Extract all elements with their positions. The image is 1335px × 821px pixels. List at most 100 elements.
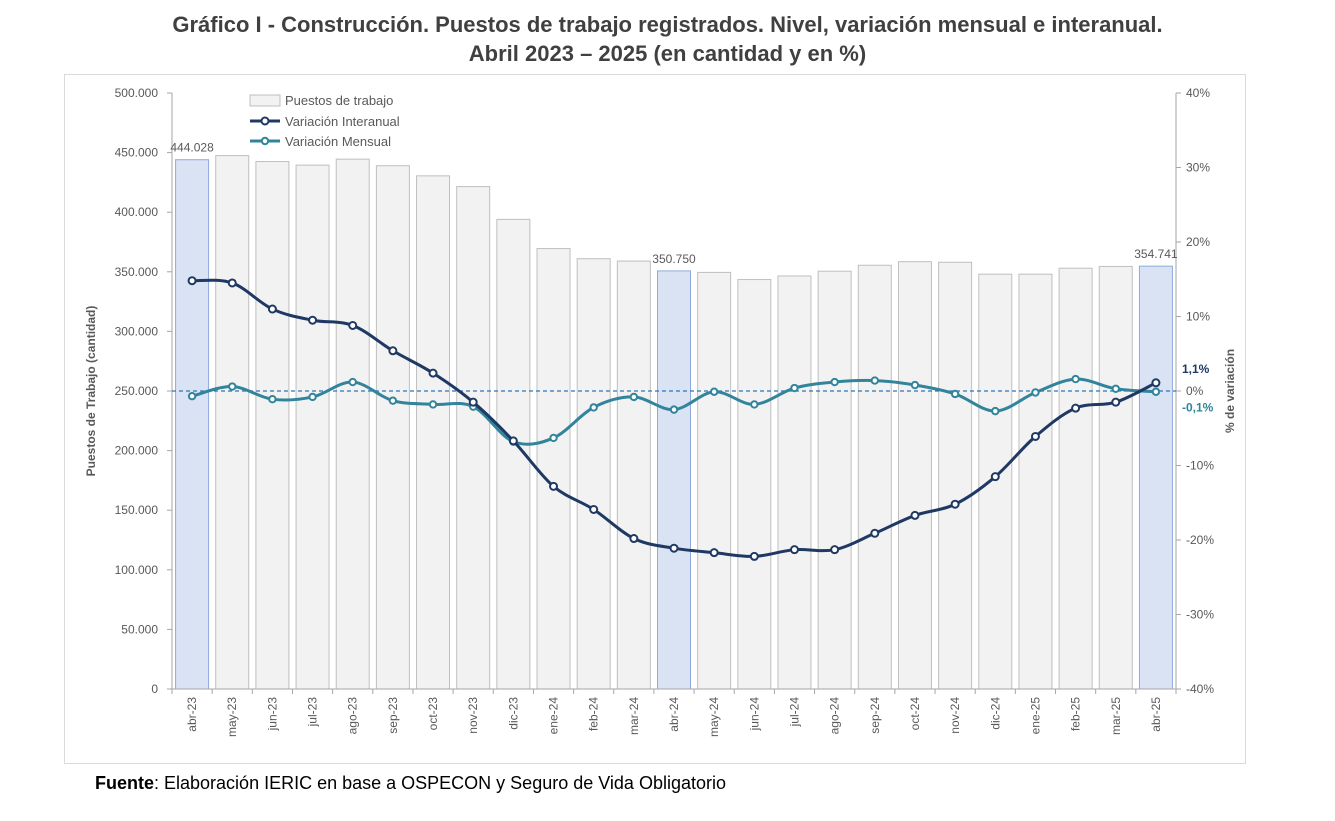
variacion-interanual-point-jul-24: [789, 545, 799, 555]
variacion-interanual-point-may-24: [709, 548, 719, 558]
legend-interanual-label: Variación Interanual: [285, 114, 400, 129]
variacion-mensual-point-abr-25: [1151, 387, 1161, 396]
legend-bar-label: Puestos de trabajo: [285, 93, 393, 108]
variacion-mensual-point-mar-24: [629, 392, 639, 402]
variacion-interanual-point-abr-23: [187, 276, 197, 286]
x-tick-label: abr-24: [667, 697, 681, 732]
chart-title-line1: Gráfico I - Construcción. Puestos de tra…: [172, 12, 1163, 37]
variacion-mensual-point-abr-24: [669, 405, 679, 414]
variacion-mensual-point-jul-23: [308, 392, 317, 402]
variacion-interanual-point-dic-24: [990, 472, 1000, 482]
variacion-interanual-point-mar-24: [629, 534, 639, 544]
variacion-interanual-point-sep-24: [870, 528, 880, 538]
variacion-mensual-point-mar-25: [1111, 384, 1120, 393]
variacion-interanual-point-mar-25: [1111, 397, 1121, 407]
y-right-axis-title: % de variación: [1223, 349, 1237, 433]
x-tick-label: may-24: [707, 697, 721, 737]
legend-mensual-marker: [260, 136, 270, 146]
variacion-interanual-point-nov-24: [950, 499, 960, 509]
variacion-interanual-point-ago-23: [348, 320, 358, 330]
x-tick-label: jul-23: [306, 697, 320, 728]
legend-interanual-marker: [260, 116, 270, 126]
legend-bar-swatch: [249, 94, 281, 107]
y-left-tick-label: 100.000: [115, 563, 159, 577]
bar-may-23: [215, 155, 250, 690]
variacion-interanual-point-ago-24: [830, 545, 840, 555]
source-label: Fuente: [95, 773, 155, 793]
bar-nov-24: [938, 261, 973, 690]
y-right-tick-label: 40%: [1186, 86, 1210, 100]
end-label-mensual: -0,1%: [1182, 401, 1214, 415]
bar-oct-23: [416, 175, 451, 690]
variacion-interanual-point-oct-23: [428, 368, 438, 378]
variacion-mensual-point-jun-23: [268, 394, 277, 404]
bar-jul-24: [777, 275, 812, 690]
bar-dic-24: [978, 273, 1013, 690]
variacion-interanual-point-may-23: [227, 278, 237, 288]
variacion-mensual-point-oct-24: [910, 380, 920, 390]
variacion-mensual-point-ago-24: [830, 377, 839, 387]
chart-frame: [64, 74, 1246, 764]
legend-mensual-label: Variación Mensual: [285, 134, 391, 149]
bar-value-label: 444.028: [170, 141, 214, 155]
x-tick-label: nov-23: [466, 697, 480, 734]
variacion-mensual-point-sep-24: [870, 376, 879, 385]
y-left-tick-label: 200.000: [115, 444, 159, 458]
bar-value-label: 354.741: [1134, 247, 1178, 261]
variacion-interanual-point-sep-23: [388, 346, 398, 356]
bar-ene-24: [536, 248, 571, 690]
y-left-tick-label: 350.000: [115, 265, 159, 279]
x-tick-label: feb-25: [1069, 697, 1083, 731]
y-right-tick-label: -10%: [1186, 459, 1214, 473]
x-tick-label: oct-23: [426, 697, 440, 731]
y-right-tick-label: 20%: [1186, 235, 1210, 249]
variacion-mensual-point-dic-24: [991, 406, 1000, 416]
variacion-mensual-point-ago-23: [348, 377, 357, 387]
source-text: : Elaboración IERIC en base a OSPECON y …: [154, 773, 726, 793]
variacion-interanual-point-abr-24: [669, 543, 679, 553]
end-label-interanual: 1,1%: [1182, 362, 1210, 376]
variacion-mensual-point-oct-23: [428, 400, 438, 409]
variacion-mensual-point-ene-24: [549, 433, 558, 443]
bar-feb-25: [1058, 267, 1093, 690]
x-tick-label: abr-25: [1149, 697, 1163, 732]
x-tick-label: sep-23: [386, 697, 400, 734]
bar-jun-23: [255, 161, 290, 690]
x-tick-label: oct-24: [908, 697, 922, 731]
y-left-tick-label: 0: [151, 682, 158, 696]
variacion-mensual-point-nov-24: [950, 389, 960, 399]
variacion-mensual-point-ene-25: [1031, 388, 1040, 397]
x-tick-label: dic-24: [988, 697, 1002, 730]
y-right-tick-label: -20%: [1186, 533, 1214, 547]
source-note: Fuente: Elaboración IERIC en base a OSPE…: [95, 773, 726, 794]
x-tick-label: feb-24: [587, 697, 601, 731]
y-left-tick-label: 150.000: [115, 503, 159, 517]
y-right-tick-label: 10%: [1186, 310, 1210, 324]
variacion-interanual-point-nov-23: [468, 397, 478, 407]
variacion-interanual-point-feb-24: [589, 504, 599, 514]
variacion-interanual-point-feb-25: [1071, 403, 1081, 413]
bar-abr-24: [657, 270, 691, 690]
y-left-tick-label: 450.000: [115, 146, 159, 160]
y-left-tick-label: 300.000: [115, 324, 159, 338]
variacion-mensual-point-feb-24: [589, 403, 598, 412]
y-left-axis-title: Puestos de Trabajo (cantidad): [84, 306, 98, 477]
variacion-interanual-point-ene-25: [1030, 431, 1040, 441]
x-tick-label: jul-24: [787, 697, 801, 728]
variacion-mensual-point-feb-25: [1071, 374, 1080, 384]
bar-may-24: [697, 271, 732, 690]
variacion-interanual-point-jun-23: [267, 304, 277, 314]
y-right-tick-label: 30%: [1186, 161, 1210, 175]
bar-abr-23: [175, 159, 210, 690]
bar-nov-23: [456, 186, 491, 690]
variacion-mensual-point-sep-23: [388, 396, 398, 405]
x-tick-label: ene-25: [1028, 697, 1042, 735]
variacion-mensual-point-jun-24: [750, 400, 759, 409]
bar-jun-24: [737, 279, 772, 690]
x-tick-label: mar-25: [1109, 697, 1123, 735]
x-tick-label: may-23: [225, 697, 239, 737]
bar-ene-25: [1018, 273, 1053, 690]
variacion-interanual-point-jun-24: [749, 551, 759, 561]
x-tick-label: nov-24: [948, 697, 962, 734]
y-left-tick-label: 250.000: [115, 384, 159, 398]
